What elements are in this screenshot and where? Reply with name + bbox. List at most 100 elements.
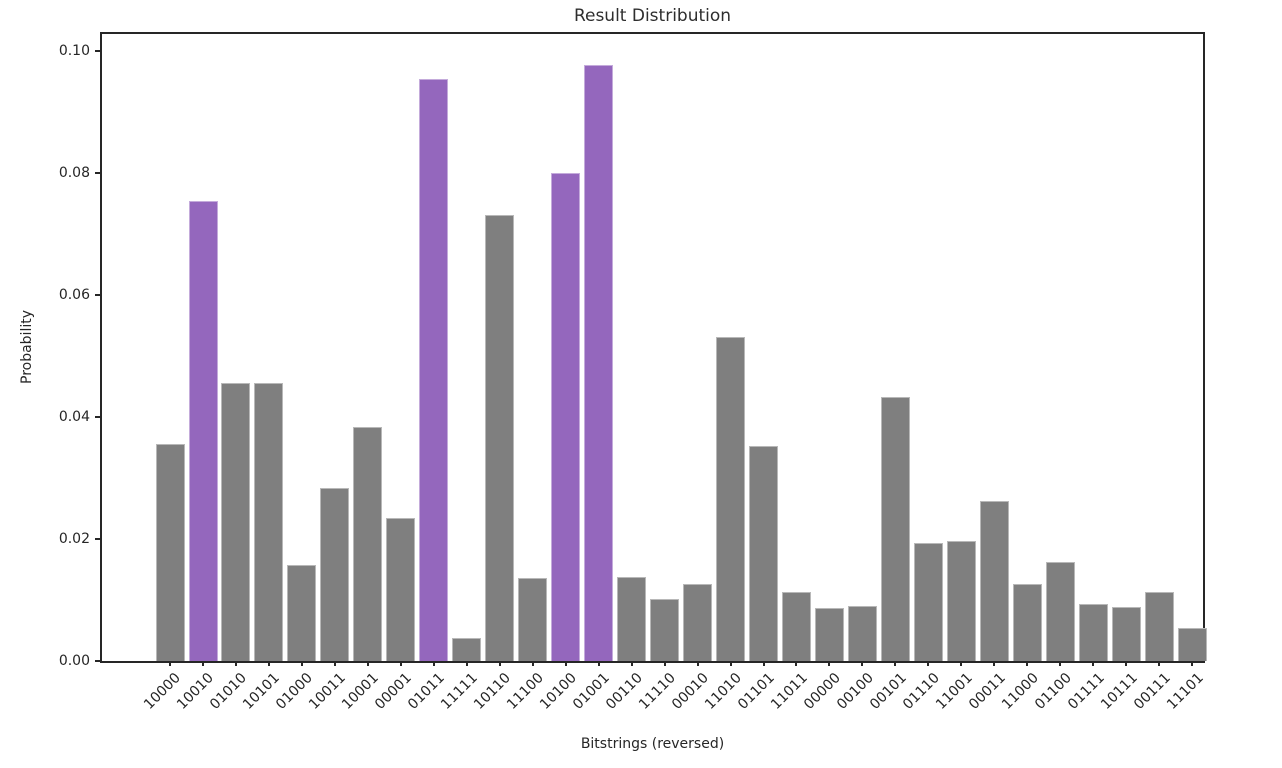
x-tick-mark-10101: [267, 661, 270, 666]
y-tick-label-0.02: 0.02: [58, 531, 90, 547]
y-tick-label-0.04: 0.04: [58, 409, 90, 425]
bar-10010: [188, 200, 218, 661]
x-tick-mark-01010: [234, 661, 237, 666]
bar-11001: [946, 540, 976, 661]
x-tick-label-00101: 00101: [866, 670, 910, 713]
y-tick-mark-0.04: [95, 416, 100, 418]
x-tick-label-00110: 00110: [603, 670, 646, 713]
bar-11111: [452, 637, 482, 661]
x-tick-mark-00100: [861, 661, 864, 666]
x-tick-mark-10110: [498, 661, 501, 666]
x-tick-label-01010: 01010: [207, 670, 251, 713]
chart-title: Result Distribution: [573, 6, 732, 26]
x-tick-label-01000: 01000: [273, 670, 317, 713]
bar-00011: [979, 501, 1009, 661]
x-tick-label-11111: 11111: [438, 670, 482, 713]
x-tick-label-00100: 00100: [833, 670, 877, 713]
x-tick-label-00010: 00010: [669, 670, 712, 713]
x-tick-label-11001: 11001: [932, 670, 976, 713]
x-tick-label-10101: 10101: [240, 670, 284, 713]
x-tick-mark-00011: [993, 661, 996, 666]
x-tick-mark-10001: [366, 661, 369, 666]
x-tick-mark-00001: [399, 661, 402, 666]
y-tick-mark-0.08: [95, 172, 100, 175]
x-tick-mark-01001: [597, 661, 600, 666]
bar-10011: [320, 487, 350, 661]
y-tick-mark-0.10: [95, 50, 100, 53]
x-tick-mark-00010: [696, 661, 699, 666]
x-tick-mark-01000: [300, 661, 303, 666]
bar-10111: [1111, 606, 1141, 661]
bar-11011: [781, 592, 811, 661]
x-tick-label-11000: 11000: [998, 670, 1042, 713]
x-tick-label-01111: 01111: [1064, 670, 1108, 713]
x-tick-label-01011: 01011: [405, 670, 449, 713]
plot-area: [100, 32, 1207, 663]
x-tick-label-00011: 00011: [965, 670, 1009, 713]
bar-00010: [683, 583, 712, 661]
bar-01110: [913, 543, 943, 661]
bar-11101: [1177, 627, 1207, 661]
x-tick-label-01101: 01101: [735, 670, 778, 713]
bar-01101: [749, 445, 778, 661]
x-tick-label-01001: 01001: [570, 670, 613, 713]
x-tick-mark-10000: [169, 661, 171, 666]
bar-01001: [584, 64, 614, 661]
x-tick-mark-00000: [828, 661, 831, 666]
x-tick-mark-11111: [465, 661, 468, 666]
bar-00001: [386, 518, 416, 661]
x-tick-label-10100: 10100: [537, 670, 580, 713]
x-tick-mark-10011: [333, 661, 336, 666]
x-tick-mark-11011: [795, 661, 798, 666]
bar-11010: [716, 336, 745, 661]
bar-00100: [847, 605, 877, 661]
x-tick-mark-01111: [1092, 661, 1095, 666]
y-axis-label: Probability: [19, 309, 35, 385]
x-tick-label-10000: 10000: [141, 670, 185, 713]
x-tick-label-11010: 11010: [702, 670, 745, 713]
x-tick-label-11011: 11011: [767, 670, 811, 713]
y-tick-mark-0.02: [95, 538, 100, 540]
x-tick-mark-11110: [663, 661, 666, 666]
x-tick-mark-11100: [531, 661, 534, 666]
x-tick-mark-10111: [1125, 661, 1128, 666]
y-tick-label-0.06: 0.06: [58, 287, 90, 303]
bar-10100: [551, 172, 581, 661]
x-tick-mark-01101: [762, 661, 765, 666]
y-tick-mark-0.06: [95, 294, 100, 296]
x-axis-label: Bitstrings (reversed): [580, 736, 725, 752]
x-tick-label-11110: 11110: [636, 670, 679, 713]
x-tick-label-00111: 00111: [1130, 670, 1174, 713]
x-tick-mark-11101: [1191, 661, 1194, 666]
x-tick-mark-11001: [960, 661, 963, 666]
bar-00110: [617, 576, 647, 661]
x-tick-mark-01011: [432, 661, 435, 666]
x-tick-mark-11000: [1026, 661, 1029, 666]
x-tick-label-10010: 10010: [174, 670, 218, 713]
bar-10000: [155, 443, 185, 661]
bar-01011: [419, 78, 449, 661]
bar-11110: [650, 599, 679, 661]
x-tick-mark-01100: [1059, 661, 1062, 666]
bar-00111: [1144, 592, 1174, 661]
x-tick-label-00000: 00000: [800, 670, 844, 713]
x-tick-mark-01110: [927, 661, 930, 666]
x-tick-label-10011: 10011: [306, 670, 350, 713]
x-tick-label-10110: 10110: [471, 670, 515, 713]
bar-11000: [1012, 583, 1042, 661]
bar-10001: [353, 426, 383, 661]
x-tick-label-10111: 10111: [1097, 670, 1141, 713]
bar-01100: [1045, 561, 1075, 661]
x-tick-label-10001: 10001: [339, 670, 383, 713]
bar-00000: [814, 607, 844, 661]
bar-01000: [287, 564, 317, 661]
y-tick-label-0.08: 0.08: [58, 165, 90, 182]
x-tick-mark-00101: [894, 661, 897, 666]
bar-01111: [1078, 604, 1108, 661]
x-tick-mark-00111: [1158, 661, 1161, 666]
bar-11100: [518, 578, 548, 661]
x-tick-mark-10010: [202, 661, 204, 666]
x-tick-label-01100: 01100: [1031, 670, 1075, 713]
x-tick-mark-11010: [729, 661, 732, 666]
